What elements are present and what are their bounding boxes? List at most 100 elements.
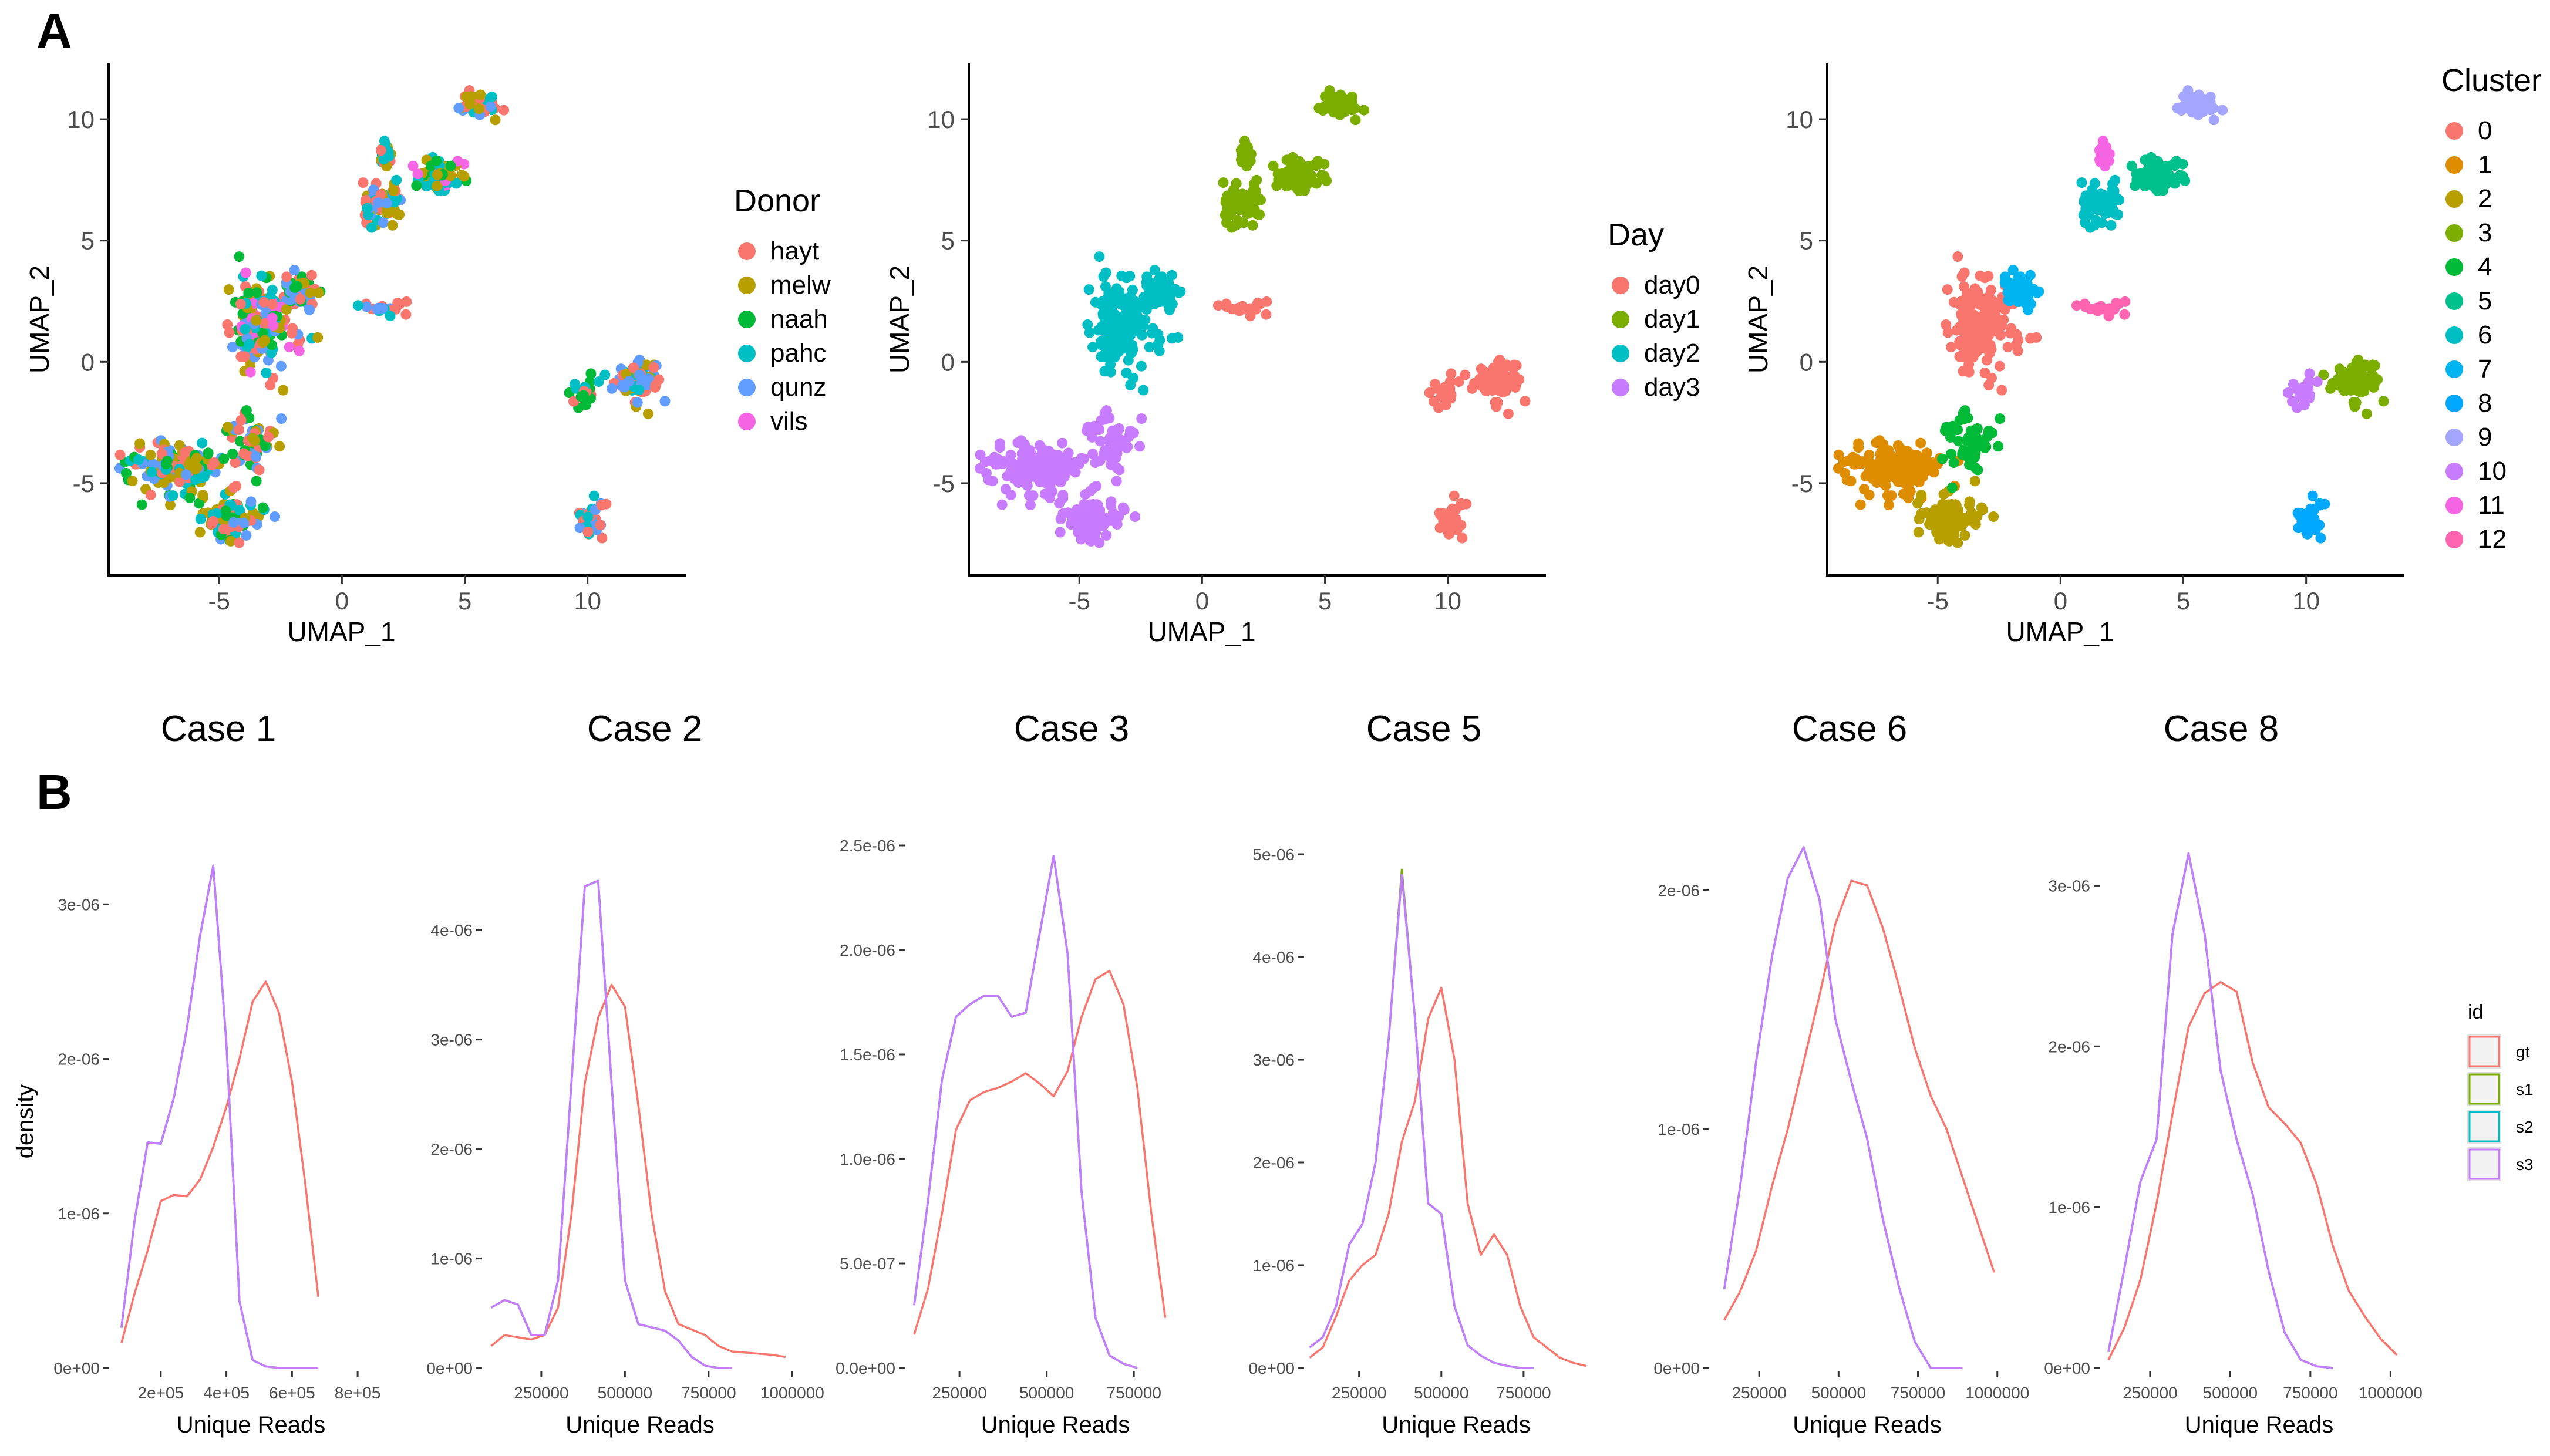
legend-title: Day	[1608, 217, 1664, 252]
umap-point	[381, 198, 392, 209]
umap-point	[1964, 496, 1975, 507]
umap-point	[306, 269, 317, 281]
umap-point	[593, 376, 604, 387]
umap-point	[459, 171, 470, 182]
umap-point	[379, 136, 390, 147]
umap-point	[2192, 103, 2203, 114]
umap-point	[1025, 500, 1036, 511]
series-line-gt	[1309, 986, 1586, 1367]
x-tick-label: 0	[335, 587, 349, 615]
umap-point	[1028, 490, 1039, 501]
umap-point	[1961, 450, 1972, 461]
umap-point	[987, 476, 998, 487]
y-tick-label: 0	[81, 348, 95, 376]
umap-point	[1055, 527, 1066, 538]
umap-point	[1434, 523, 1446, 534]
umap-point	[1218, 177, 1229, 188]
umap-point	[1852, 454, 1862, 465]
y-tick-label: 0e+00	[1248, 1359, 1295, 1377]
umap-point	[235, 414, 247, 426]
umap-point	[1020, 459, 1032, 470]
y-tick-label: 1e-06	[1658, 1120, 1700, 1138]
umap-point	[1121, 368, 1132, 379]
legend-label: 2	[2478, 184, 2492, 213]
umap-point	[2315, 532, 2326, 544]
umap-point	[1909, 453, 1921, 464]
umap-point	[1090, 457, 1101, 469]
umap-point	[1508, 362, 1520, 373]
umap-point	[595, 520, 606, 531]
series-line-s1	[913, 855, 1138, 1369]
legend-key	[738, 277, 756, 294]
umap-point	[145, 450, 156, 460]
umap-point	[1248, 185, 1259, 196]
umap-panel-2: -5 0 5 10 -5 0 5 10 UMAP_1 UMAP_2 Day day0 day1 day2 d…	[884, 63, 1700, 647]
y-tick-label: 1e-06	[2048, 1198, 2090, 1216]
umap-point	[2304, 368, 2315, 379]
umap-point	[2106, 185, 2117, 196]
umap-point	[1101, 405, 1112, 416]
y-tick-label: 1.0e-06	[840, 1150, 895, 1168]
case-title: Case 1	[161, 709, 276, 749]
umap-point	[1958, 351, 1969, 362]
umap-point	[2031, 332, 2042, 343]
y-tick-label: 2e-06	[2048, 1037, 2090, 1056]
x-tick-label: 1000000	[2359, 1384, 2423, 1402]
umap-point	[1436, 391, 1447, 402]
umap-point	[1946, 482, 1958, 493]
umap-point	[1937, 453, 1948, 464]
umap-point	[1443, 511, 1454, 523]
legend-label: 1	[2478, 150, 2492, 179]
umap-point	[1484, 376, 1495, 387]
y-tick-label: -5	[73, 470, 95, 497]
series-line-s2	[913, 855, 1138, 1369]
umap-point	[1913, 527, 1924, 538]
x-tick-label: 750000	[2283, 1384, 2337, 1402]
umap-point	[1232, 304, 1243, 315]
umap-point	[1993, 441, 2004, 452]
umap-point	[245, 366, 256, 378]
legend-key	[1612, 311, 1629, 328]
y-tick-label: 3e-06	[1252, 1051, 1295, 1069]
umap-point	[597, 532, 608, 544]
umap-point	[1999, 304, 2010, 315]
umap-point	[1134, 441, 1146, 452]
umap-point	[203, 448, 214, 459]
umap-point	[1111, 451, 1122, 462]
umap-point	[1212, 300, 1224, 311]
umap-point	[1261, 309, 1272, 320]
y-tick-label: 4e-06	[430, 921, 473, 939]
umap-point	[1094, 424, 1105, 435]
umap-point	[194, 498, 205, 509]
x-axis-title: UMAP_1	[287, 616, 395, 647]
x-axis-title: Unique Reads	[1793, 1412, 1942, 1438]
density-legend-key-box	[2467, 1034, 2501, 1069]
umap-points	[114, 85, 671, 548]
umap-point	[2204, 101, 2215, 112]
series-line-s3	[2107, 852, 2333, 1369]
umap-point	[258, 296, 270, 308]
umap-point	[2084, 222, 2096, 233]
umap-point	[2024, 269, 2036, 281]
legend-label: 9	[2478, 423, 2492, 451]
density-panels: Case 1 2e+05 4e+05 6e+05 8e+05 0e+00 1e-06 2e-0…	[12, 709, 2423, 1438]
umap-panel-3: -5 0 5 10-50510UMAP_1UMAP_2Cluster012345678…	[1743, 63, 2542, 647]
umap-point	[1054, 498, 1065, 509]
umap-point	[197, 490, 208, 501]
umap-point	[1996, 385, 2007, 396]
umap-point	[244, 339, 255, 349]
density-legend-key	[2468, 1036, 2500, 1067]
umap-point	[585, 368, 597, 379]
density-legend-label: gt	[2516, 1043, 2530, 1061]
umap-point	[312, 332, 324, 343]
umap-point	[2346, 362, 2357, 373]
case-title: Case 5	[1366, 709, 1481, 749]
umap-point	[1460, 369, 1471, 380]
umap-point	[304, 304, 315, 315]
umap-point	[1110, 435, 1121, 446]
umap-point	[146, 467, 157, 478]
y-tick-label: 10	[1786, 106, 1813, 133]
umap-point	[1292, 169, 1303, 180]
umap-point	[2217, 105, 2228, 116]
